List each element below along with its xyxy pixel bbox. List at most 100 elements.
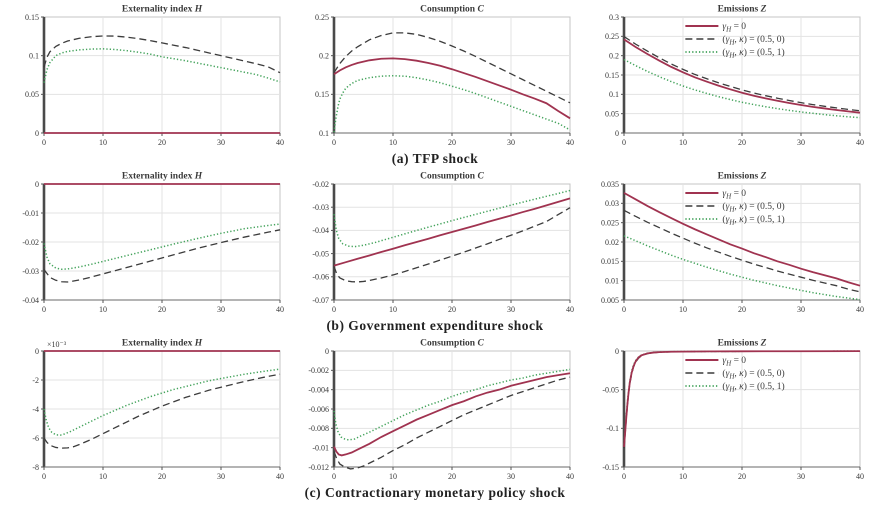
- series-solid: [333, 57, 571, 120]
- series-dashed: [43, 373, 281, 449]
- y-tick-label: -0.07: [312, 296, 329, 305]
- y-tick-label: -0.01: [312, 443, 329, 452]
- series-dotted: [333, 368, 571, 441]
- chart-title: Emissions Z: [718, 5, 767, 15]
- x-tick-label: 20: [448, 138, 456, 147]
- legend-label-dotted: (γH, κ) = (0.5, 1): [722, 47, 784, 59]
- x-tick-label: 0: [42, 472, 46, 481]
- x-tick-label: 30: [217, 138, 225, 147]
- chart-svg-c1: 0 10 20 30 40 0 -2 -4 -6 -8 Externality index H ×10…: [32, 339, 284, 482]
- x-tick-label: 10: [99, 305, 107, 314]
- chart-title: Emissions Z: [718, 172, 767, 182]
- chart-svg-a3: 0 10 20 30 40 0 0.05 0.1 0.15 0.2 0.25 0.3 Emissions…: [605, 5, 864, 148]
- chart-c-consumption: 0 10 20 30 40 0 -0.002 -0.004 -0.006 -0.008 -0.01 -…: [290, 336, 580, 482]
- x-tick-label: 10: [99, 472, 107, 481]
- x-tick-label: 0: [332, 138, 336, 147]
- series-solid: [623, 350, 861, 447]
- caption-a: (a) TFP shock: [391, 151, 479, 166]
- chart-title: Consumption C: [420, 172, 484, 182]
- y-tick-label: 0: [615, 347, 619, 356]
- x-tick-label: 20: [448, 305, 456, 314]
- y-tick-label: -0.04: [22, 296, 39, 305]
- x-tick-label: 0: [332, 472, 336, 481]
- x-tick-label: 30: [507, 472, 515, 481]
- x-tick-label: 20: [448, 472, 456, 481]
- x-tick-label: 0: [42, 305, 46, 314]
- x-tick-label: 30: [217, 472, 225, 481]
- y-tick-label: 0.01: [605, 276, 619, 285]
- y-tick-label: 0.015: [601, 257, 619, 266]
- series-dotted: [43, 48, 281, 83]
- y-tick-label: 0.25: [605, 32, 619, 41]
- x-tick-label: 10: [99, 138, 107, 147]
- chart-title: Consumption C: [420, 339, 484, 349]
- y-tick-label: 0.05: [605, 109, 619, 118]
- series-dashed: [333, 376, 571, 470]
- caption-b: (b) Government expenditure shock: [326, 318, 544, 333]
- chart-b-emissions: 0 10 20 30 40 0.005 0.01 0.015 0.02 0.025 0.03 0.03…: [580, 169, 870, 315]
- y-tick-label: 0.1: [29, 51, 39, 60]
- series-solid: [623, 38, 861, 114]
- row-a-tfp-shock: 0 10 20 30 40 0 0.05 0.1 0.15 Externality index H…: [0, 2, 870, 148]
- y-tick-label: -0.006: [308, 405, 329, 414]
- chart-c-externality-index: 0 10 20 30 40 0 -2 -4 -6 -8 Externality index H ×10…: [0, 336, 290, 482]
- y-tick-label: -0.05: [602, 385, 619, 394]
- y-tick-label: -0.04: [312, 226, 329, 235]
- chart-b-consumption: 0 10 20 30 40 -0.02 -0.03 -0.04 -0.05 -0.06 -0.07 C…: [290, 169, 580, 315]
- chart-title: Externality index H: [122, 172, 203, 182]
- x-tick-label: 30: [797, 138, 805, 147]
- chart-svg-b1: 0 10 20 30 40 0 -0.01 -0.02 -0.03 -0.04 Externalit…: [22, 172, 284, 315]
- series-solid: [333, 372, 571, 457]
- x-tick-label: 10: [679, 138, 687, 147]
- y-tick-label: -4: [32, 405, 39, 414]
- series-dashed: [623, 209, 861, 293]
- y-tick-label: 0.1: [609, 90, 619, 99]
- chart-svg-a1: 0 10 20 30 40 0 0.05 0.1 0.15 Externality index H: [25, 5, 284, 148]
- y-tick-label: 0.3: [609, 13, 619, 22]
- row-b-government-expenditure-shock: 0 10 20 30 40 0 -0.01 -0.02 -0.03 -0.04 Externalit…: [0, 169, 870, 315]
- series-solid: [333, 197, 571, 267]
- series-dashed: [623, 35, 861, 112]
- x-tick-label: 40: [566, 138, 574, 147]
- x-tick-label: 20: [738, 472, 746, 481]
- x-tick-label: 10: [389, 138, 397, 147]
- y-tick-label: 0.25: [315, 13, 329, 22]
- chart-svg-c2: 0 10 20 30 40 0 -0.002 -0.004 -0.006 -0.008 -0.01 -…: [308, 339, 574, 482]
- x-tick-label: 40: [856, 138, 864, 147]
- y-tick-label: 0.2: [319, 51, 329, 60]
- series-dashed: [43, 229, 281, 283]
- y-tick-label: -6: [32, 434, 39, 443]
- series-dashed: [43, 35, 281, 74]
- y-tick-label: 0.1: [319, 129, 329, 138]
- y-tick-label: 0.15: [315, 90, 329, 99]
- legend-label-solid: γH = 0: [722, 22, 746, 33]
- x-tick-label: 10: [679, 305, 687, 314]
- y-tick-label: 0.05: [25, 90, 39, 99]
- chart-b-externality-index: 0 10 20 30 40 0 -0.01 -0.02 -0.03 -0.04 Externalit…: [0, 169, 290, 315]
- y-tick-label: 0.15: [605, 71, 619, 80]
- legend-label-dashed: (γH, κ) = (0.5, 0): [722, 368, 784, 380]
- y-tick-label: 0.005: [601, 296, 619, 305]
- y-tick-label: -8: [32, 463, 39, 472]
- x-tick-label: 10: [389, 472, 397, 481]
- y-tick-label: -0.01: [22, 209, 39, 218]
- y-tick-label: -0.05: [312, 249, 329, 258]
- x-tick-label: 20: [158, 472, 166, 481]
- x-tick-label: 30: [797, 305, 805, 314]
- chart-c-emissions: 0 10 20 30 40 0 -0.05 -0.1 -0.15 Emissions Z γH = …: [580, 336, 870, 482]
- series-solid: [623, 192, 861, 287]
- axis-multiplier: ×10⁻³: [47, 340, 67, 349]
- y-tick-label: 0.025: [601, 218, 619, 227]
- chart-svg-a2: 0 10 20 30 40 0.1 0.15 0.2 0.25 Consumption C: [315, 5, 574, 148]
- x-tick-label: 40: [856, 305, 864, 314]
- x-tick-label: 30: [507, 305, 515, 314]
- x-tick-label: 40: [276, 472, 284, 481]
- x-tick-label: 20: [738, 305, 746, 314]
- y-tick-label: -0.008: [308, 424, 329, 433]
- y-tick-label: -0.15: [602, 463, 619, 472]
- legend-label-dashed: (γH, κ) = (0.5, 0): [722, 201, 784, 213]
- x-tick-label: 20: [158, 305, 166, 314]
- chart-svg-b3: 0 10 20 30 40 0.005 0.01 0.015 0.02 0.025 0.03 0.03…: [601, 172, 864, 315]
- y-tick-label: -0.02: [22, 238, 39, 247]
- series-dashed: [333, 32, 571, 104]
